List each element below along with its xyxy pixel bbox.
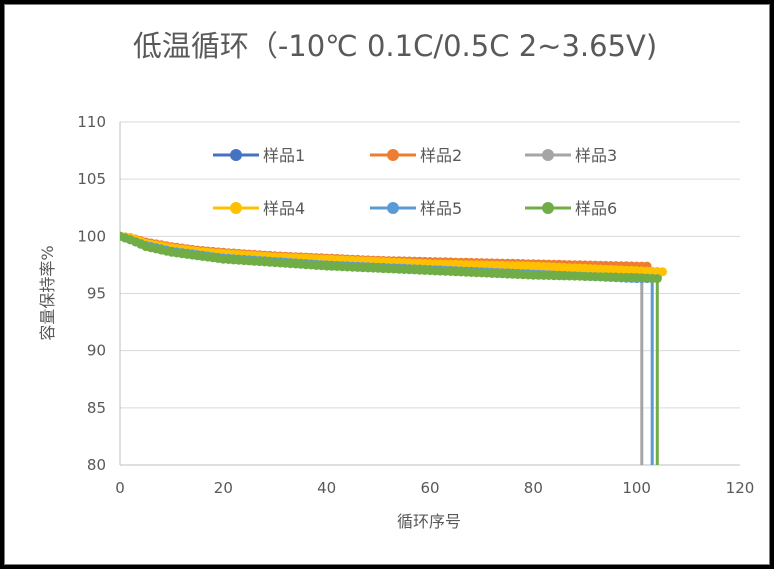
gridlines bbox=[120, 121, 740, 466]
legend-swatch-marker bbox=[387, 202, 399, 214]
legend-label: 样品5 bbox=[420, 199, 462, 218]
legend: 样品1 样品2 样品3 样品4 样品5 样品6 bbox=[213, 146, 617, 218]
y-axis-label: 容量保持率% bbox=[38, 245, 57, 340]
legend-swatch-marker bbox=[230, 202, 242, 214]
chart-title: 低温循环（-10℃ 0.1C/0.5C 2~3.65V) bbox=[133, 29, 657, 63]
x-tick-label: 100 bbox=[622, 479, 651, 497]
legend-swatch-marker bbox=[230, 149, 242, 161]
y-tick-label: 100 bbox=[77, 227, 106, 245]
x-axis-label: 循环序号 bbox=[397, 512, 461, 531]
legend-label: 样品4 bbox=[263, 199, 305, 218]
plot-area bbox=[120, 231, 667, 465]
legend-swatch-marker bbox=[387, 149, 399, 161]
x-tick-label: 0 bbox=[115, 479, 125, 497]
x-tick-label: 120 bbox=[726, 479, 755, 497]
x-tick-label: 60 bbox=[420, 479, 439, 497]
y-tick-label: 85 bbox=[87, 399, 106, 417]
legend-label: 样品2 bbox=[420, 146, 462, 165]
legend-swatch-marker bbox=[542, 149, 554, 161]
x-tick-label: 80 bbox=[524, 479, 543, 497]
data-point-series-6 bbox=[652, 274, 662, 284]
legend-label: 样品3 bbox=[575, 146, 617, 165]
y-tick-label: 105 bbox=[77, 170, 106, 188]
legend-swatch-marker bbox=[542, 202, 554, 214]
x-tick-label: 20 bbox=[214, 479, 233, 497]
y-tick-label: 110 bbox=[77, 113, 106, 131]
axes: 80 85 90 95 100 105 110 0 20 40 60 80 100 120 bbox=[77, 113, 754, 497]
legend-label: 样品1 bbox=[263, 146, 305, 165]
y-tick-label: 90 bbox=[87, 342, 106, 360]
data-point-series-4 bbox=[658, 267, 667, 277]
y-tick-label: 95 bbox=[87, 285, 106, 303]
x-tick-label: 40 bbox=[317, 479, 336, 497]
legend-label: 样品6 bbox=[575, 199, 617, 218]
y-tick-label: 80 bbox=[87, 456, 106, 474]
